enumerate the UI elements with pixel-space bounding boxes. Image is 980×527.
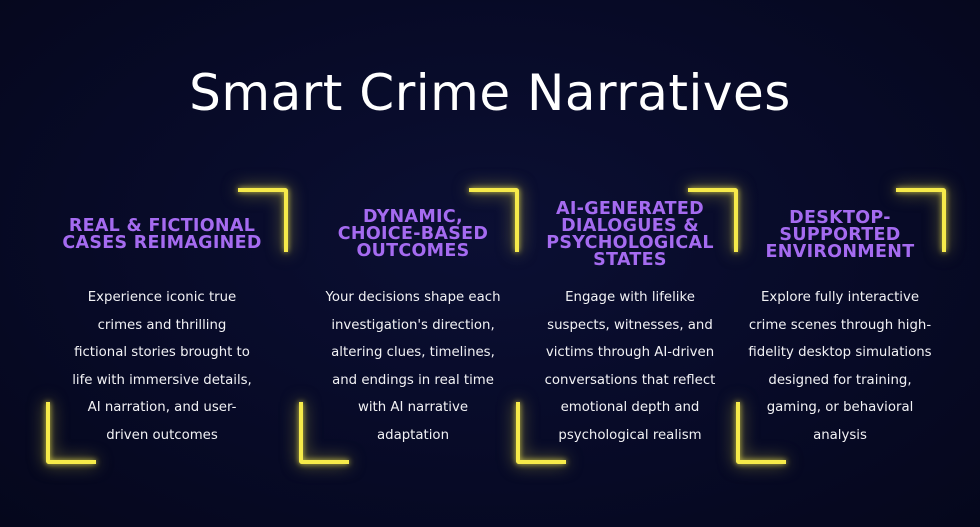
- feature-card-desktop-environment: DESKTOP- SUPPORTED ENVIRONMENT Explore f…: [730, 180, 950, 470]
- bracket-bottom-left-decoration: [299, 402, 349, 464]
- bracket-top-right-decoration: [896, 188, 946, 252]
- bracket-top-right-decoration: [238, 188, 288, 252]
- card-description: Engage with lifelike suspects, witnesses…: [544, 290, 716, 443]
- feature-card-real-fictional: REAL & FICTIONAL CASES REIMAGINED Experi…: [46, 180, 288, 470]
- feature-card-ai-dialogues: AI-GENERATED DIALOGUES & PSYCHOLOGICAL S…: [516, 180, 740, 470]
- page-title: Smart Crime Narratives: [189, 64, 791, 122]
- bracket-bottom-left-decoration: [736, 402, 786, 464]
- card-description: Explore fully interactive crime scenes t…: [748, 290, 932, 443]
- card-heading: REAL & FICTIONAL CASES REIMAGINED: [62, 216, 262, 253]
- card-heading: DYNAMIC, CHOICE-BASED OUTCOMES: [337, 207, 489, 261]
- card-description: Experience iconic true crimes and thrill…: [72, 290, 252, 443]
- card-heading: DESKTOP- SUPPORTED ENVIRONMENT: [765, 208, 915, 262]
- card-description: Your decisions shape each investigation'…: [325, 290, 501, 443]
- bracket-top-right-decoration: [469, 188, 519, 252]
- bracket-bottom-left-decoration: [46, 402, 96, 464]
- bracket-top-right-decoration: [688, 188, 738, 252]
- bracket-bottom-left-decoration: [516, 402, 566, 464]
- card-heading: AI-GENERATED DIALOGUES & PSYCHOLOGICAL S…: [546, 199, 714, 270]
- feature-card-dynamic-outcomes: DYNAMIC, CHOICE-BASED OUTCOMES Your deci…: [299, 180, 523, 470]
